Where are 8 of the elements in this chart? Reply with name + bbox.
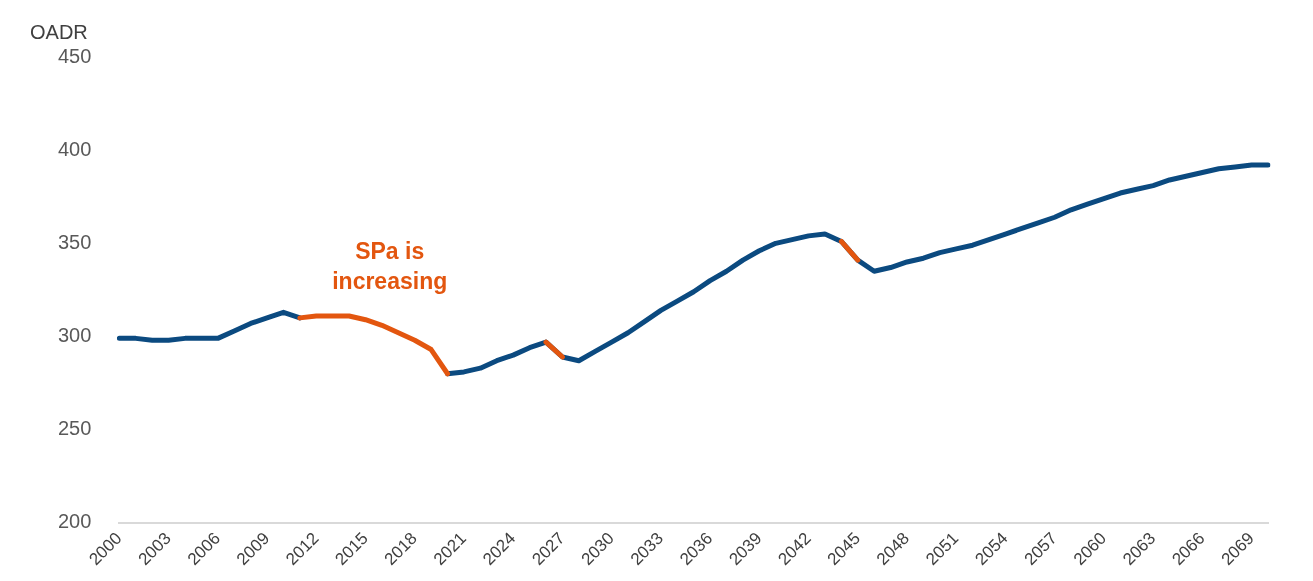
- annotation: SPa is increasing: [332, 238, 448, 295]
- y-tick-label: 450: [57, 44, 92, 67]
- y-tick-label: 400: [57, 137, 92, 160]
- y-tick-label: 250: [57, 417, 92, 440]
- y-tick-label: 200: [57, 510, 92, 533]
- y-axis-title: OADR: [30, 20, 88, 43]
- y-tick-label: 300: [57, 324, 92, 347]
- y-tick-label: 350: [57, 230, 92, 253]
